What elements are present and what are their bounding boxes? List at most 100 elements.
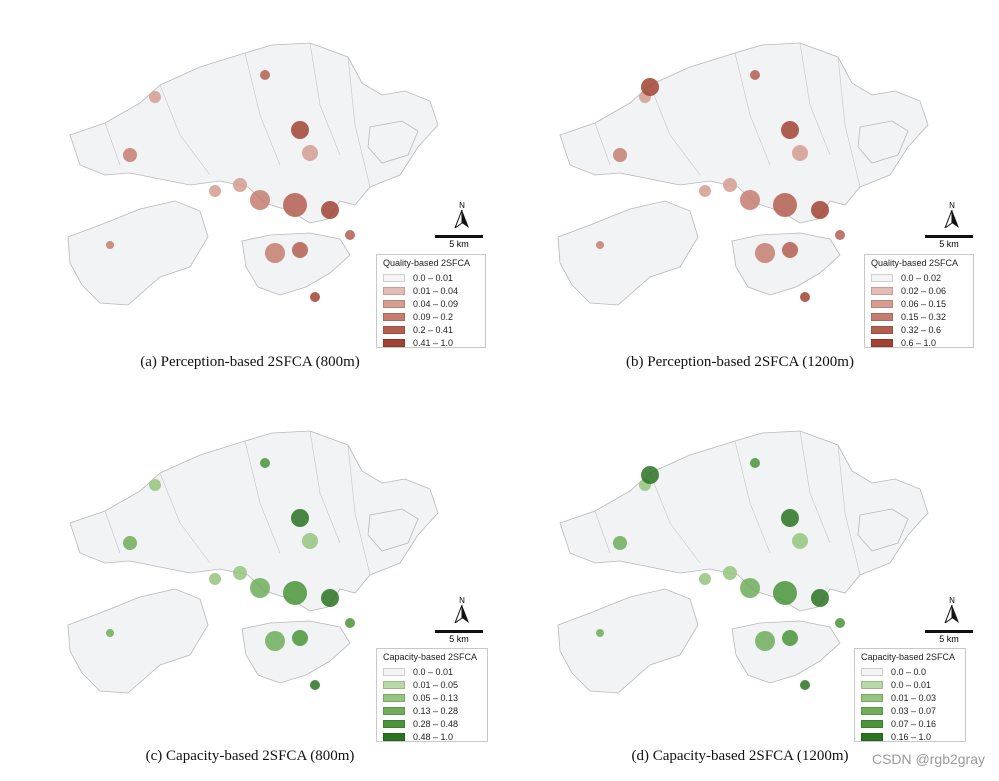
legend-label: 0.0 – 0.02 bbox=[901, 272, 942, 283]
land-area bbox=[67, 588, 209, 694]
legend-label: 0.03 – 0.07 bbox=[891, 705, 937, 716]
scale-bar: 5 km bbox=[925, 235, 973, 249]
land-area bbox=[241, 232, 351, 296]
accessibility-hotspot bbox=[209, 573, 221, 585]
legend-label: 0.28 – 0.48 bbox=[413, 718, 459, 729]
accessibility-hotspot bbox=[792, 533, 808, 549]
land-area bbox=[241, 620, 351, 684]
accessibility-hotspot bbox=[781, 509, 799, 527]
district-boundary bbox=[309, 42, 341, 156]
legend-swatch bbox=[871, 325, 893, 334]
caption: (d) Capacity-based 2SFCA (1200m) bbox=[631, 748, 849, 764]
district-boundary bbox=[159, 84, 211, 176]
accessibility-hotspot bbox=[750, 70, 760, 80]
accessibility-hotspot bbox=[345, 618, 355, 628]
north-label: N bbox=[949, 201, 955, 210]
district-boundary bbox=[649, 472, 701, 564]
accessibility-hotspot bbox=[800, 680, 810, 690]
legend-swatch bbox=[861, 693, 883, 702]
accessibility-hotspot bbox=[310, 680, 320, 690]
accessibility-hotspot bbox=[265, 631, 285, 651]
caption: (a) Perception-based 2SFCA (800m) bbox=[140, 354, 360, 370]
accessibility-hotspot bbox=[123, 536, 137, 550]
caption: (b) Perception-based 2SFCA (1200m) bbox=[626, 354, 854, 370]
accessibility-hotspot bbox=[782, 242, 798, 258]
legend-swatch bbox=[861, 667, 883, 676]
legend-swatch bbox=[383, 325, 405, 334]
legend-item: 0.41 – 1.0 bbox=[383, 336, 479, 349]
district-boundary bbox=[159, 472, 211, 564]
accessibility-hotspot bbox=[233, 178, 247, 192]
caption: (c) Capacity-based 2SFCA (800m) bbox=[145, 748, 355, 764]
legend-swatch bbox=[383, 719, 405, 728]
land-area bbox=[857, 120, 909, 164]
accessibility-hotspot bbox=[596, 629, 604, 637]
legend-swatch bbox=[383, 299, 405, 308]
legend-swatch bbox=[383, 667, 405, 676]
accessibility-hotspot bbox=[233, 566, 247, 580]
accessibility-hotspot bbox=[265, 243, 285, 263]
map-d bbox=[557, 430, 929, 694]
legend-item: 0.05 – 0.13 bbox=[383, 691, 481, 704]
accessibility-hotspot bbox=[596, 241, 604, 249]
north-arrow: N bbox=[447, 596, 477, 625]
accessibility-hotspot bbox=[750, 458, 760, 468]
legend-swatch bbox=[383, 706, 405, 715]
legend-item: 0.03 – 0.07 bbox=[861, 704, 959, 717]
legend-label: 0.16 – 1.0 bbox=[891, 731, 932, 742]
legend-label: 0.01 – 0.04 bbox=[413, 285, 459, 296]
accessibility-hotspot bbox=[250, 578, 270, 598]
legend-swatch bbox=[861, 719, 883, 728]
legend-item: 0.16 – 1.0 bbox=[861, 730, 959, 743]
legend-item: 0.0 – 0.0 bbox=[861, 665, 959, 678]
legend-item: 0.09 – 0.2 bbox=[383, 310, 479, 323]
legend-title: Capacity-based 2SFCA bbox=[383, 652, 478, 662]
map-c bbox=[67, 430, 439, 694]
accessibility-hotspot bbox=[260, 458, 270, 468]
north-arrow-icon bbox=[453, 604, 469, 625]
accessibility-hotspot bbox=[835, 618, 845, 628]
legend-label: 0.01 – 0.05 bbox=[413, 679, 459, 690]
district-boundary bbox=[594, 510, 611, 554]
legend-swatch bbox=[861, 732, 883, 741]
watermark: CSDN @rgb2gray bbox=[871, 751, 985, 767]
district-boundary bbox=[799, 42, 831, 156]
land-area bbox=[367, 120, 419, 164]
legend: Capacity-based 2SFCA 0.0 – 0.01 0.01 – 0.… bbox=[376, 648, 488, 742]
district-boundary bbox=[347, 444, 371, 576]
scale-bar: 5 km bbox=[435, 235, 483, 249]
legend-item: 0.0 – 0.01 bbox=[383, 665, 481, 678]
legend-label: 0.2 – 0.41 bbox=[413, 324, 454, 335]
legend-swatch bbox=[383, 693, 405, 702]
legend-label: 0.04 – 0.09 bbox=[413, 298, 459, 309]
district-boundary bbox=[649, 84, 701, 176]
accessibility-hotspot bbox=[310, 292, 320, 302]
land-area bbox=[67, 200, 209, 306]
map-b bbox=[557, 42, 929, 306]
legend-swatch bbox=[861, 706, 883, 715]
legend-title: Quality-based 2SFCA bbox=[383, 258, 471, 268]
legend: Capacity-based 2SFCA 0.0 – 0.0 0.0 – 0.01… bbox=[854, 648, 966, 742]
accessibility-hotspot bbox=[291, 509, 309, 527]
district-boundary bbox=[244, 440, 281, 554]
north-label: N bbox=[459, 596, 465, 605]
legend-item: 0.01 – 0.03 bbox=[861, 691, 959, 704]
accessibility-hotspot bbox=[723, 178, 737, 192]
legend-label: 0.0 – 0.01 bbox=[413, 666, 454, 677]
map-panel-d: N 5 km Capacity-based 2SFCA 0.0 – 0.0 0.0… bbox=[500, 393, 980, 778]
legend-item: 0.15 – 0.32 bbox=[871, 310, 967, 323]
legend-label: 0.0 – 0.0 bbox=[891, 666, 927, 677]
district-boundary bbox=[347, 56, 371, 188]
legend-label: 0.15 – 0.32 bbox=[901, 311, 947, 322]
accessibility-hotspot bbox=[811, 589, 829, 607]
land-area bbox=[731, 620, 841, 684]
district-boundary bbox=[799, 430, 831, 544]
legend-item: 0.0 – 0.01 bbox=[861, 678, 959, 691]
accessibility-hotspot bbox=[106, 629, 114, 637]
scale-label: 5 km bbox=[449, 634, 469, 644]
district-boundary bbox=[734, 52, 771, 166]
legend-title: Capacity-based 2SFCA bbox=[861, 652, 956, 662]
legend-item: 0.13 – 0.28 bbox=[383, 704, 481, 717]
map-panel-b: N 5 km Quality-based 2SFCA 0.0 – 0.02 0.0… bbox=[500, 5, 980, 390]
accessibility-hotspot bbox=[641, 78, 659, 96]
